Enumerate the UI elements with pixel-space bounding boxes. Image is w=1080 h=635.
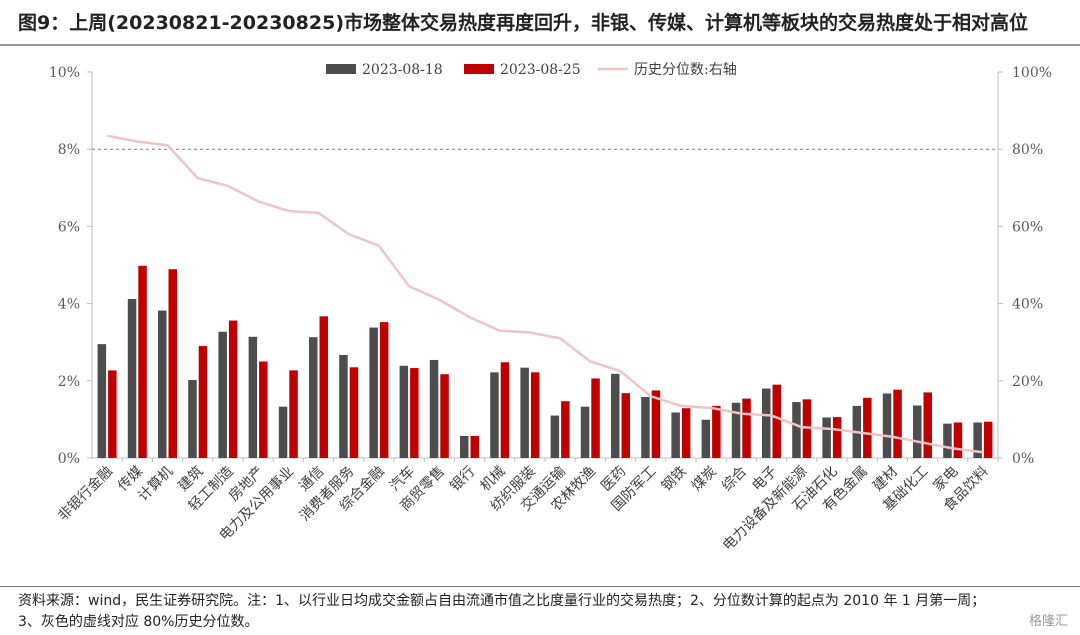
bar-2023-08-25-17	[621, 393, 630, 458]
category-label: 综合	[719, 464, 750, 495]
bar-2023-08-18-0	[97, 344, 107, 458]
bar-2023-08-25-26	[893, 389, 902, 458]
category-label: 煤炭	[689, 464, 720, 495]
figure-title: 图9：上周(20230821-20230825)市场整体交易热度再度回升，非银、…	[18, 12, 1028, 34]
bar-2023-08-18-17	[611, 373, 620, 458]
y-tick-label-left: 10%	[49, 65, 80, 81]
bar-2023-08-18-24	[822, 417, 831, 458]
bar-2023-08-25-16	[591, 378, 600, 458]
bar-2023-08-18-22	[762, 388, 771, 458]
bar-2023-08-25-18	[651, 390, 661, 458]
bar-2023-08-25-19	[681, 408, 691, 458]
bar-2023-08-18-4	[218, 331, 227, 458]
bar-2023-08-18-8	[339, 354, 348, 458]
bar-2023-08-25-5	[259, 361, 268, 458]
bar-2023-08-25-28	[953, 422, 963, 458]
legend-swatch-0	[326, 64, 356, 74]
bar-2023-08-18-10	[399, 365, 409, 458]
bar-2023-08-25-1	[138, 265, 147, 458]
y-tick-label-left: 0%	[58, 451, 80, 467]
bar-2023-08-18-21	[731, 402, 741, 458]
bar-line-chart: 0% 2% 4% 6% 8% 10% 0% 20% 40% 60% 80% 100% 非银行金融 传媒计…	[49, 62, 1052, 554]
legend-swatch-1	[464, 64, 494, 74]
bar-2023-08-25-7	[319, 316, 328, 458]
y-tick-label-left: 6%	[58, 219, 80, 235]
legend-label-2: 历史分位数:右轴	[634, 62, 737, 78]
watermark-logo: 格隆汇	[1028, 614, 1068, 629]
bar-2023-08-18-29	[973, 422, 982, 458]
axes: 0% 2% 4% 6% 8% 10% 0% 20% 40% 60% 80% 100%	[49, 65, 1052, 467]
bar-2023-08-25-24	[832, 417, 842, 458]
bar-2023-08-18-26	[882, 393, 892, 458]
bar-2023-08-18-13	[490, 372, 499, 458]
y-tick-label-left: 2%	[58, 374, 80, 390]
bar-2023-08-18-19	[671, 412, 680, 458]
bar-2023-08-18-1	[127, 298, 137, 458]
bar-2023-08-18-28	[943, 423, 952, 458]
bar-2023-08-25-10	[410, 368, 419, 458]
bar-2023-08-25-25	[863, 397, 872, 458]
y-tick-label-right: 80%	[1012, 142, 1043, 158]
bar-2023-08-25-12	[470, 435, 479, 458]
bar-2023-08-18-18	[641, 397, 650, 458]
bar-2023-08-25-0	[108, 370, 117, 458]
bar-2023-08-18-6	[278, 406, 288, 458]
y-tick-label-right: 0%	[1012, 451, 1034, 467]
bar-2023-08-18-7	[309, 337, 318, 458]
bar-2023-08-25-3	[198, 346, 208, 458]
bar-2023-08-25-14	[530, 372, 540, 458]
source-note: 资料来源：wind，民生证券研究院。注：1、以行业日均成交金额占自由流通市值之比…	[18, 591, 1068, 633]
bar-2023-08-18-5	[248, 336, 258, 458]
category-label: 非银行金融	[55, 464, 116, 525]
bar-2023-08-18-9	[369, 327, 378, 458]
footer-divider	[0, 586, 1080, 587]
title-divider	[0, 44, 1080, 46]
source-note-line-1: 资料来源：wind，民生证券研究院。注：1、以行业日均成交金额占自由流通市值之比…	[18, 593, 986, 609]
legend-label-0: 2023-08-18	[362, 62, 443, 78]
bar-2023-08-25-22	[772, 384, 781, 458]
bar-2023-08-25-27	[923, 392, 932, 458]
bar-2023-08-25-20	[712, 405, 721, 458]
bar-2023-08-25-8	[349, 367, 359, 458]
bar-2023-08-18-2	[158, 310, 167, 458]
bar-2023-08-25-29	[983, 421, 993, 458]
line-series-percentile	[106, 134, 984, 454]
bar-2023-08-25-13	[500, 362, 510, 458]
source-note-line-2: 3、灰色的虚线对应 80%历史分位数。	[18, 614, 259, 630]
bar-2023-08-25-4	[228, 320, 238, 458]
bar-2023-08-18-27	[913, 405, 922, 458]
y-tick-label-right: 60%	[1012, 219, 1043, 235]
category-label: 计算机	[135, 464, 176, 505]
bar-2023-08-18-23	[792, 402, 801, 458]
bar-2023-08-25-9	[379, 322, 389, 458]
bar-2023-08-18-11	[429, 359, 439, 458]
bar-2023-08-25-15	[561, 401, 570, 458]
percentile-line	[106, 134, 984, 454]
bar-2023-08-25-21	[742, 398, 751, 458]
bar-2023-08-18-16	[580, 406, 590, 458]
bar-2023-08-18-12	[460, 435, 469, 458]
bar-2023-08-25-6	[289, 370, 298, 458]
bar-2023-08-18-3	[188, 380, 197, 458]
y-tick-label-left: 4%	[58, 297, 80, 313]
bars	[97, 265, 993, 458]
legend-label-1: 2023-08-25	[500, 62, 581, 78]
bar-2023-08-18-15	[550, 415, 560, 458]
category-label: 银行	[447, 464, 478, 495]
y-tick-label-right: 20%	[1012, 374, 1043, 390]
bar-2023-08-18-14	[520, 367, 529, 458]
bar-2023-08-25-11	[440, 374, 449, 458]
category-label: 钢铁	[659, 464, 690, 495]
y-tick-label-left: 8%	[58, 142, 80, 158]
y-tick-label-right: 100%	[1012, 65, 1052, 81]
bar-2023-08-25-2	[168, 269, 177, 458]
legend: 2023-08-18 2023-08-25 历史分位数:右轴	[326, 62, 737, 78]
bar-2023-08-18-20	[701, 419, 711, 458]
y-tick-label-right: 40%	[1012, 297, 1043, 313]
